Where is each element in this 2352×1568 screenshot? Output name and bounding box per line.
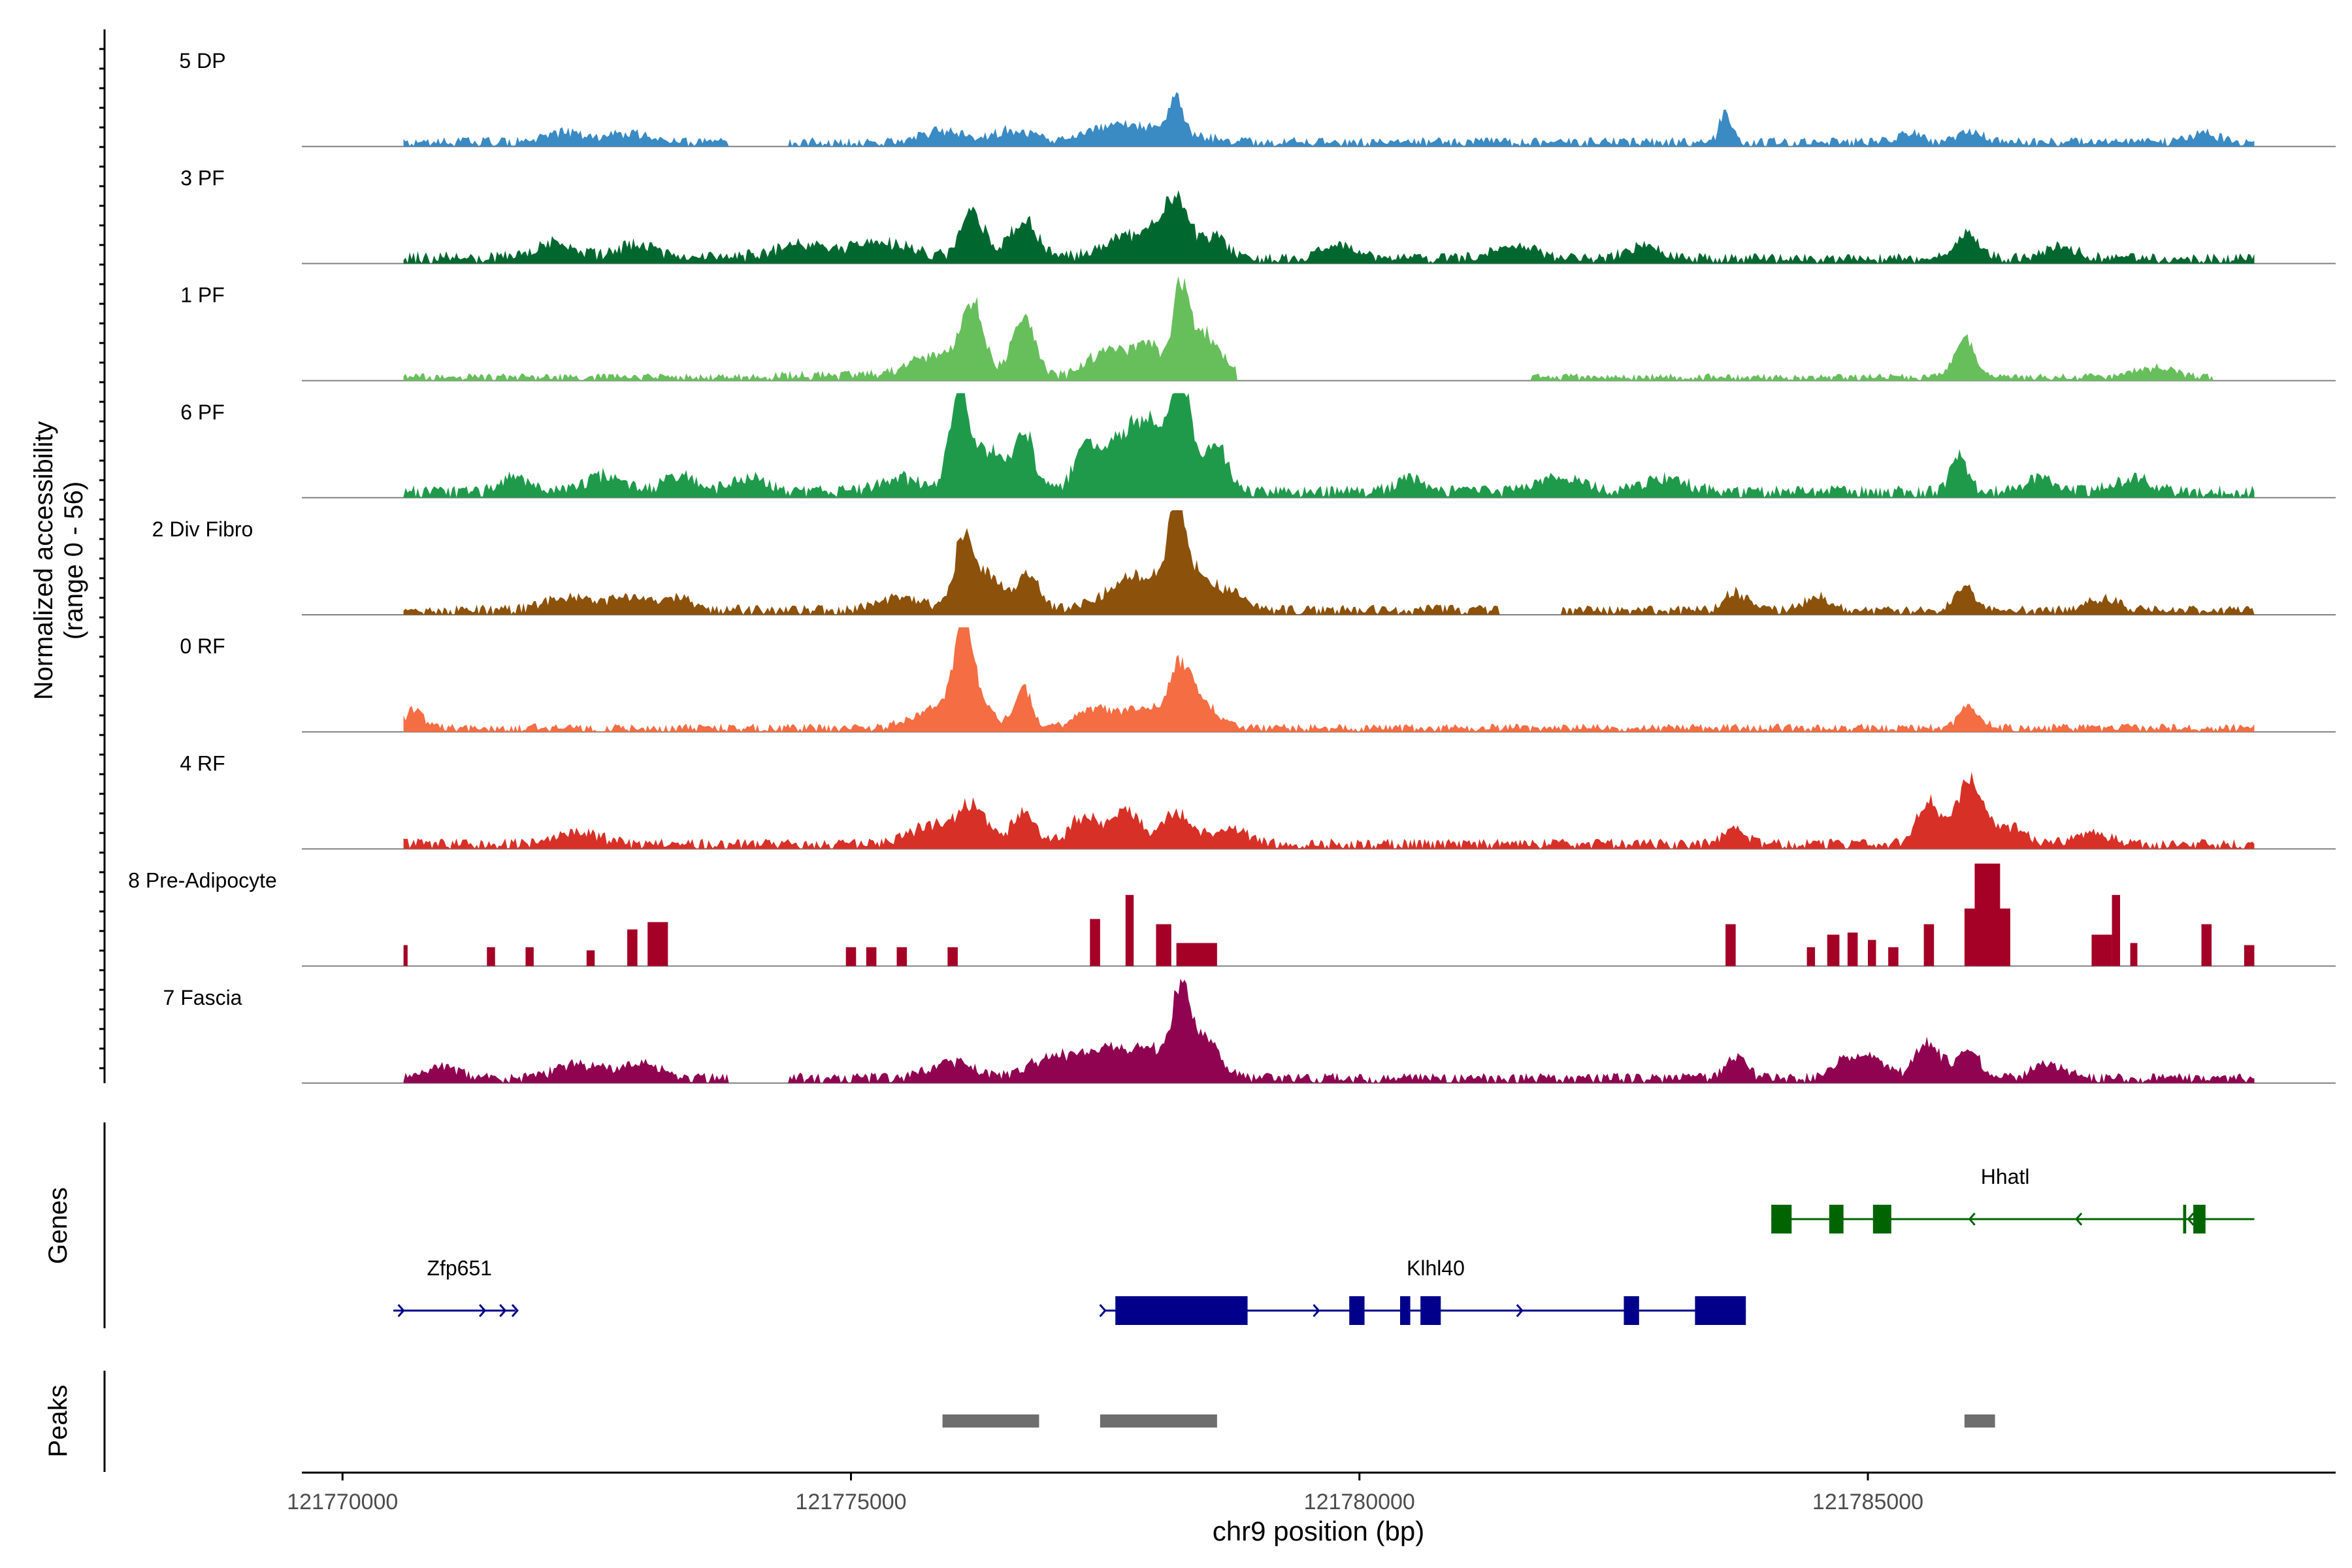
gene-label: Zfp651 [427, 1256, 492, 1280]
coverage-block [2112, 894, 2121, 966]
coverage-block [2244, 945, 2255, 966]
track-4-rf: 4 RF [180, 751, 2336, 850]
strand-arrow [1313, 1304, 1320, 1317]
track-label: 3 PF [180, 166, 225, 189]
coverage-block [647, 922, 668, 966]
coverage-block [1806, 947, 1816, 966]
peak-region-track [942, 1414, 1995, 1428]
track-2-div-fibro: 2 Div Fibro [152, 510, 2336, 615]
coverage-block [403, 945, 408, 966]
track-label: 8 Pre-Adipocyte [128, 869, 277, 892]
track-label: 6 PF [180, 400, 225, 424]
coverage-block [947, 947, 958, 966]
strand-arrow [511, 1304, 519, 1317]
coverage-block [1176, 943, 1217, 966]
strand-arrow [2075, 1213, 2083, 1226]
gene-exon [1829, 1205, 1844, 1233]
strand-arrow [2187, 1213, 2195, 1226]
coverage-block [1125, 894, 1134, 966]
track-label: 5 DP [179, 49, 225, 73]
coverage-area [403, 627, 2255, 732]
x-tick-label: 121775000 [795, 1490, 906, 1514]
x-tick-label: 121780000 [1304, 1490, 1415, 1514]
gene-label: Hhatl [1981, 1165, 2030, 1188]
track-label: 1 PF [180, 284, 225, 307]
gene-exon [1349, 1296, 1365, 1325]
track-label: 0 RF [180, 634, 225, 658]
coverage-block [525, 947, 534, 966]
track-6-pf: 6 PF [180, 393, 2336, 498]
coverage-block [896, 947, 907, 966]
x-axis-ticks: 121770000 121775000 121780000 121785000 [287, 1473, 1923, 1514]
track-label: 2 Div Fibro [152, 517, 253, 541]
strand-arrow [1424, 1304, 1432, 1317]
gene-hhatl: Hhatl [1771, 1165, 2255, 1233]
coverage-block [1888, 947, 1899, 966]
coverage-block [1090, 919, 1100, 966]
coverage-block [2201, 924, 2212, 966]
coverage-block [487, 947, 495, 966]
coverage-block [1847, 932, 1858, 966]
genes-track-label: Genes [44, 1187, 73, 1264]
coverage-area [403, 393, 2255, 498]
peaks-track-label: Peaks [44, 1384, 73, 1457]
y-axis-label-line1: Normalized accessibility [29, 421, 58, 700]
track-0-rf: 0 RF [180, 627, 2336, 733]
peak-region [1964, 1414, 1995, 1428]
coverage-area [403, 510, 2255, 615]
track-1-pf: 1 PF [180, 276, 2336, 382]
coverage-tracks: 5 DP 3 PF 1 PF 6 PF 2 Div Fibro 0 RF 4 RF 8 Pre… [128, 49, 2336, 1084]
track-label: 4 RF [180, 751, 225, 775]
strand-arrow [1516, 1304, 1524, 1317]
track-7-fascia: 7 Fascia [163, 978, 2336, 1084]
track-5-dp: 5 DP [179, 49, 2336, 148]
gene-label: Klhl40 [1407, 1256, 1465, 1280]
gene-exon [1624, 1296, 1639, 1325]
strand-arrow [1968, 1213, 1976, 1226]
gene-exon [1115, 1296, 1248, 1325]
peak-region [942, 1414, 1039, 1428]
coverage-block [2091, 934, 2112, 966]
coverage-block [586, 950, 595, 966]
coverage-block [1923, 924, 1935, 966]
strand-arrow [499, 1304, 507, 1317]
coverage-block [1974, 863, 2001, 966]
coverage-block [1827, 934, 1840, 966]
coverage-block [627, 929, 638, 966]
gene-zfp651: Zfp651 [393, 1256, 519, 1317]
strand-arrow [479, 1304, 487, 1317]
y-axis-label-line2: (range 0 - 56) [59, 482, 88, 640]
track-label: 7 Fascia [163, 986, 242, 1009]
x-tick-label: 121785000 [1812, 1490, 1923, 1514]
coverage-block [1868, 939, 1876, 966]
coverage-area [403, 772, 2255, 849]
gene-exon [1771, 1205, 1792, 1233]
coverage-block [845, 947, 857, 966]
coverage-area [403, 978, 2255, 1083]
gene-exon [2183, 1205, 2187, 1233]
gene-klhl40: Klhl40 [1099, 1256, 1746, 1325]
strand-arrow [1099, 1304, 1107, 1317]
coverage-block [1156, 924, 1171, 966]
x-axis-title: chr9 position (bp) [1213, 1516, 1425, 1546]
coverage-area [403, 92, 2255, 147]
coverage-area [403, 190, 2255, 264]
coverage-block [866, 947, 877, 966]
track-8-pre-adipocyte: 8 Pre-Adipocyte [128, 863, 2336, 967]
gene-exon [1872, 1205, 1891, 1233]
strand-arrow [397, 1304, 405, 1317]
x-tick-label: 121770000 [287, 1490, 398, 1514]
coverage-y-ticks [99, 48, 105, 1070]
gene-exon [1400, 1296, 1411, 1325]
gene-annotation-track: Zfp651 Klhl40 Hhatl [393, 1165, 2255, 1325]
gene-exon [2193, 1205, 2206, 1233]
track-3-pf: 3 PF [180, 166, 2336, 265]
coverage-area [403, 276, 2255, 381]
peak-region [1100, 1414, 1217, 1428]
coverage-block [1725, 924, 1736, 966]
gene-exon [1695, 1296, 1746, 1325]
coverage-block [2130, 943, 2138, 966]
